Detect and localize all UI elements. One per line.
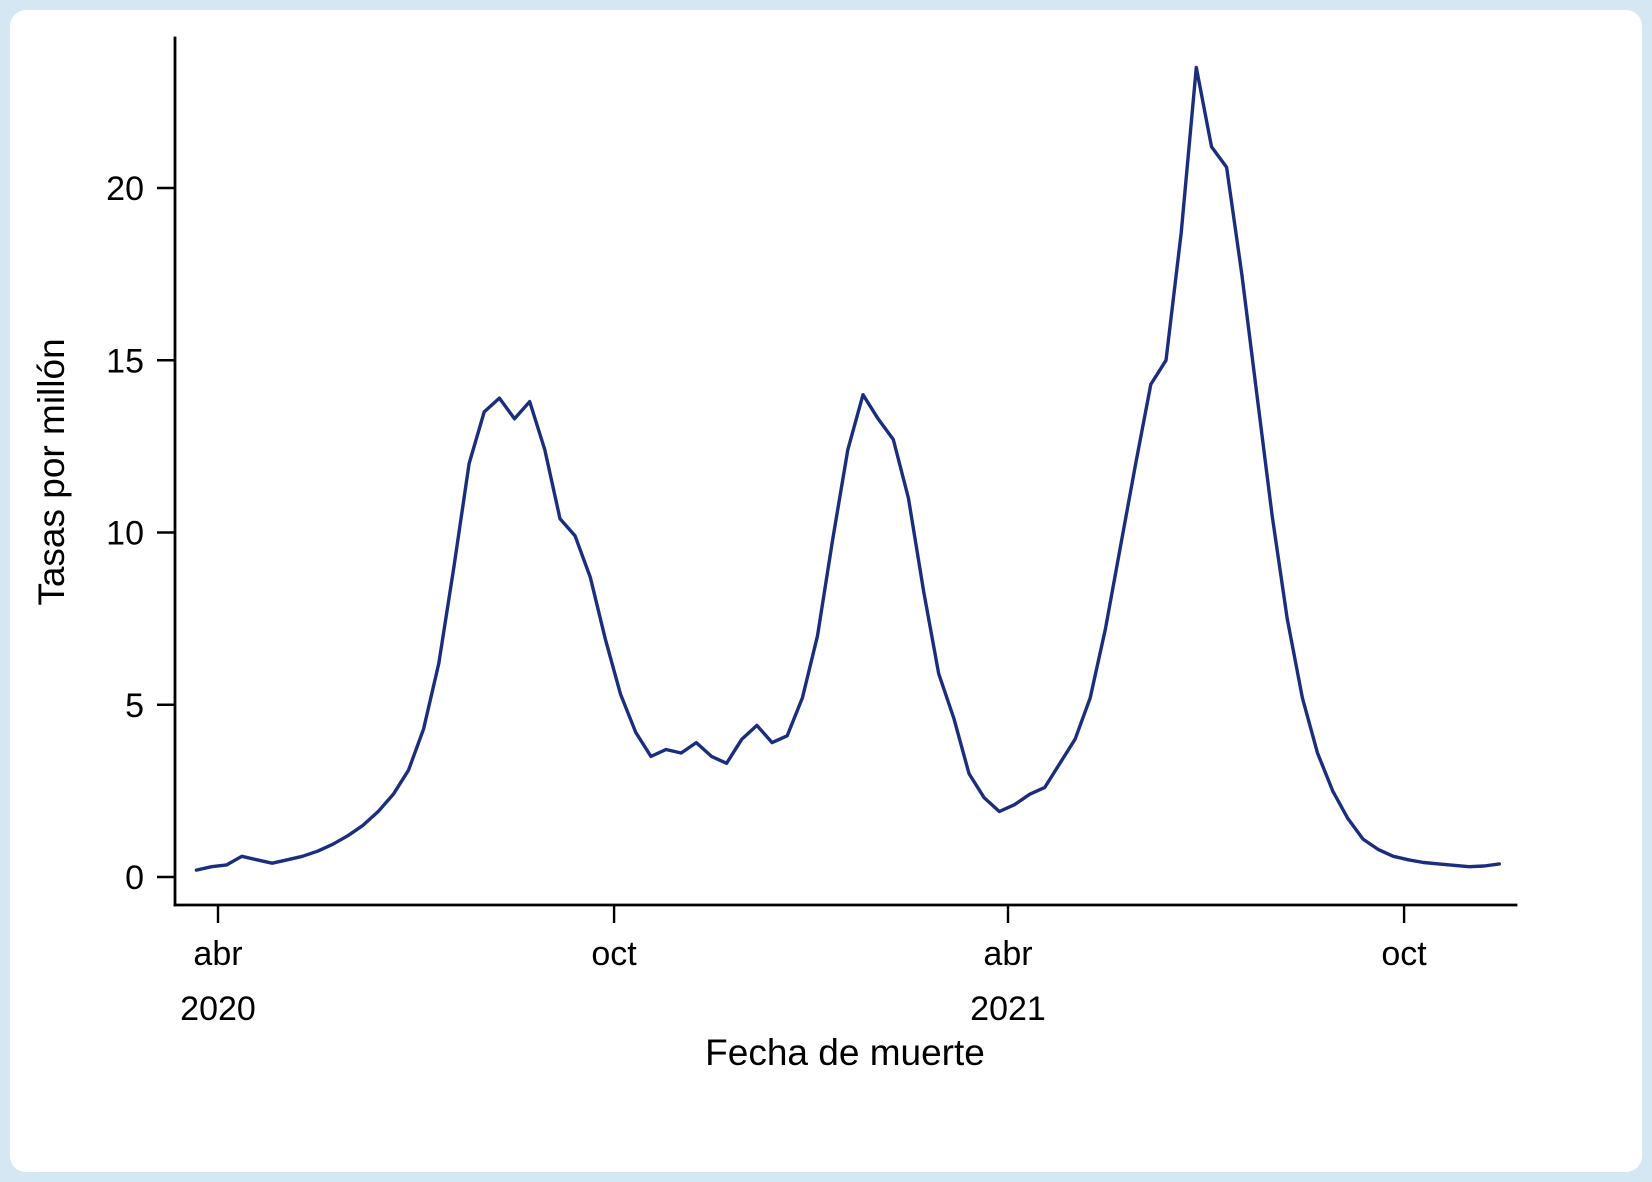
y-tick-label: 20 bbox=[106, 170, 144, 208]
x-tick-label: abr bbox=[193, 935, 242, 973]
x-tick-label: oct bbox=[591, 935, 637, 973]
x-axis-title: Fecha de muerte bbox=[705, 1032, 985, 1073]
x-year-label: 2021 bbox=[970, 990, 1046, 1028]
plot-area: 0 5 10 15 20 abr oct abr oct 2020 2021 bbox=[106, 36, 1518, 1028]
y-tick-label: 10 bbox=[106, 515, 144, 553]
y-tick-label: 5 bbox=[125, 687, 144, 725]
series-line-death-rate bbox=[194, 65, 1502, 872]
x-year-label: 2020 bbox=[180, 990, 256, 1028]
y-tick-label: 0 bbox=[125, 859, 144, 897]
x-tick-label: abr bbox=[983, 935, 1032, 973]
y-tick-label: 15 bbox=[106, 342, 144, 380]
y-axis-title: Tasas por millón bbox=[31, 338, 72, 605]
x-tick-label: oct bbox=[1381, 935, 1427, 973]
